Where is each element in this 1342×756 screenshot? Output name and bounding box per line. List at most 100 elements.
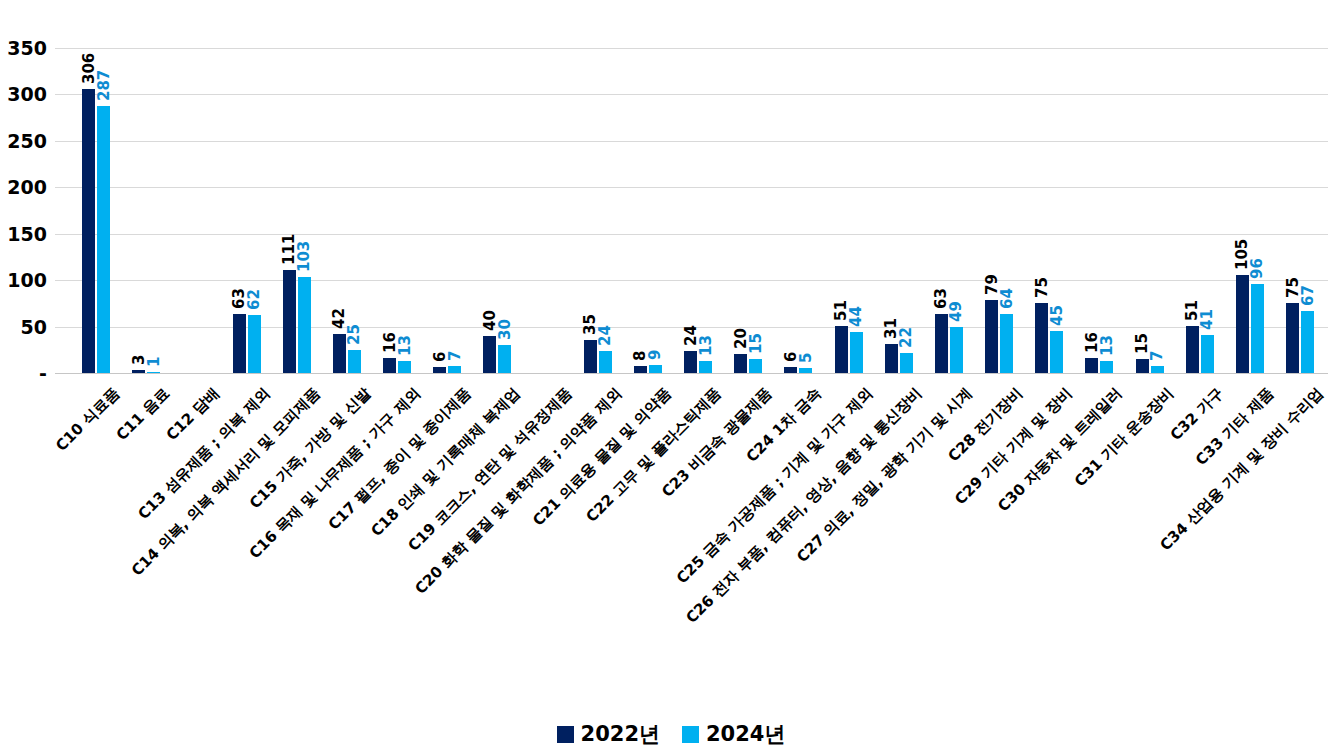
bar-2022년 [383, 358, 396, 373]
bar-2024년 [498, 345, 511, 373]
bar-value-label: 41 [1200, 309, 1214, 330]
bar-2022년 [433, 367, 446, 373]
bar-value-label: 49 [949, 301, 963, 322]
bar-2024년 [850, 332, 863, 373]
legend-swatch-2022 [557, 726, 574, 743]
bar-value-label: 42 [332, 308, 346, 329]
bar-2022년 [1136, 359, 1149, 373]
bar-2022년 [233, 314, 246, 373]
bar-value-label: 44 [849, 306, 863, 327]
y-axis-tick-label: 300 [0, 83, 47, 105]
gridline [55, 234, 1328, 235]
bar-value-label: 13 [699, 335, 713, 356]
bar-value-label: 8 [633, 351, 647, 361]
bar-2024년 [900, 353, 913, 373]
y-axis-tick-label: 150 [0, 223, 47, 245]
y-axis-tick-label: 100 [0, 269, 47, 291]
bar-2022년 [784, 367, 797, 373]
gridline [55, 280, 1328, 281]
bar-value-label: 5 [799, 353, 813, 363]
bar-value-label: 30 [498, 319, 512, 340]
bar-2022년 [835, 326, 848, 373]
bar-2022년 [1236, 275, 1249, 373]
bar-value-label: 96 [1250, 258, 1264, 279]
bar-2024년 [1301, 311, 1314, 373]
bar-value-label: 6 [784, 352, 798, 362]
bar-2024년 [147, 372, 160, 373]
bar-value-label: 45 [1050, 305, 1064, 326]
bar-2022년 [82, 89, 95, 373]
legend-swatch-2024 [682, 726, 699, 743]
bar-2022년 [283, 270, 296, 373]
y-axis-tick-label: - [0, 362, 47, 384]
bar-2024년 [1000, 314, 1013, 373]
bar-value-label: 67 [1301, 285, 1315, 306]
bar-2024년 [248, 315, 261, 373]
bar-2024년 [649, 365, 662, 373]
legend-label-2024: 2024년 [706, 722, 785, 746]
bar-2024년 [1201, 335, 1214, 373]
bar-value-label: 16 [1085, 332, 1099, 353]
bar-2022년 [1035, 303, 1048, 373]
bar-value-label: 20 [734, 328, 748, 349]
bar-value-label: 1 [147, 357, 161, 367]
bar-2022년 [734, 354, 747, 373]
bar-value-label: 15 [749, 333, 763, 354]
bar-value-label: 3 [132, 355, 146, 365]
gridline [55, 94, 1328, 95]
bar-value-label: 9 [648, 350, 662, 360]
bar-2024년 [348, 350, 361, 373]
bar-2022년 [985, 300, 998, 373]
bar-value-label: 62 [247, 289, 261, 310]
bar-2024년 [1050, 331, 1063, 373]
legend-item-2024: 2024년 [682, 722, 785, 746]
x-axis-category-label: C10 식료품 [52, 384, 123, 455]
x-axis-category-label: C14 의복, 의복 액세서리 및 모피제품 [128, 384, 324, 580]
gridline [55, 141, 1328, 142]
bar-2024년 [1100, 361, 1113, 373]
y-axis-tick-label: 350 [0, 37, 47, 59]
bar-2022년 [634, 366, 647, 373]
bar-value-label: 40 [483, 310, 497, 331]
bar-2024년 [448, 366, 461, 373]
x-axis-category-label: C31 기타 운송장비 [1070, 384, 1176, 490]
bar-value-label: 75 [1035, 277, 1049, 298]
bar-value-label: 13 [398, 335, 412, 356]
bar-2024년 [298, 277, 311, 373]
bar-value-label: 287 [97, 70, 111, 101]
bar-2022년 [483, 336, 496, 373]
x-axis-category-label: C26 전자 부품, 컴퓨터, 영상, 음향 및 통신장비 [683, 384, 926, 627]
bar-2024년 [1251, 284, 1264, 373]
bar-2022년 [1286, 303, 1299, 373]
y-axis-tick-label: 200 [0, 176, 47, 198]
bar-value-label: 111 [282, 234, 296, 265]
y-axis-tick-label: 250 [0, 130, 47, 152]
bar-value-label: 7 [448, 351, 462, 361]
gridline [55, 187, 1328, 188]
gridline [55, 48, 1328, 49]
bar-value-label: 22 [899, 327, 913, 348]
bar-value-label: 15 [1135, 333, 1149, 354]
y-axis-tick-label: 50 [0, 316, 47, 338]
bar-2024년 [97, 106, 110, 373]
legend: 2022년 2024년 [0, 722, 1342, 746]
bar-value-label: 16 [383, 332, 397, 353]
bar-value-label: 75 [1286, 277, 1300, 298]
bar-value-label: 25 [347, 324, 361, 345]
bar-chart: -50100150200250300350306287C10 식료품31C11 … [0, 0, 1342, 756]
bar-2024년 [599, 351, 612, 373]
bar-value-label: 63 [934, 288, 948, 309]
bar-value-label: 13 [1100, 335, 1114, 356]
bar-2022년 [132, 370, 145, 373]
bar-2024년 [799, 368, 812, 373]
bar-value-label: 24 [684, 325, 698, 346]
bar-value-label: 63 [232, 288, 246, 309]
bar-value-label: 35 [583, 314, 597, 335]
bar-2024년 [398, 361, 411, 373]
bar-2024년 [950, 327, 963, 373]
bar-2024년 [749, 359, 762, 373]
bar-2024년 [699, 361, 712, 373]
bar-value-label: 105 [1235, 239, 1249, 270]
bar-2024년 [1151, 366, 1164, 373]
bar-2022년 [1085, 358, 1098, 373]
